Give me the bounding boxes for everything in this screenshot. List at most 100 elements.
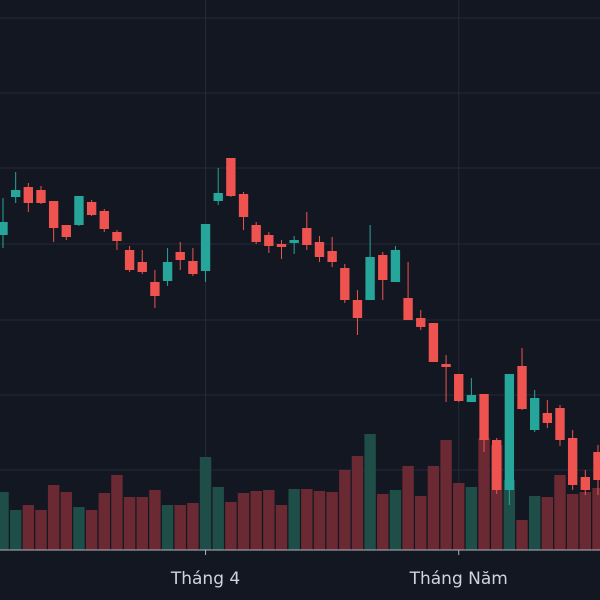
volume-bar — [123, 497, 136, 550]
candle-body — [340, 268, 350, 300]
volume-bar — [161, 505, 174, 550]
candle-body — [251, 225, 261, 242]
candle-body — [542, 413, 553, 423]
volume-bar — [389, 490, 402, 550]
candle-body — [23, 187, 34, 203]
candle-body — [137, 262, 147, 272]
candle-body — [466, 395, 477, 402]
volume-bar — [111, 475, 123, 550]
candle-body — [529, 398, 540, 430]
candle-body — [150, 282, 160, 296]
volume-bar — [440, 440, 452, 550]
volume-bar — [415, 496, 427, 550]
candle-body — [188, 261, 198, 274]
volume-bar — [377, 494, 389, 550]
candle-body — [416, 318, 426, 327]
volume-bar — [263, 490, 275, 550]
candle-body — [428, 323, 439, 362]
volume-bar — [491, 445, 503, 550]
volume-bar — [199, 457, 212, 550]
candle-body — [0, 222, 8, 235]
candle-body — [86, 202, 97, 215]
volume-bar — [237, 493, 250, 550]
candle-body — [365, 257, 375, 300]
volume-bar — [541, 497, 554, 550]
volume-bar — [174, 505, 186, 550]
volume-bar — [85, 510, 98, 550]
candle-body — [10, 190, 21, 197]
volume-bar — [554, 475, 566, 550]
volume-bar — [212, 487, 224, 550]
candle-body — [226, 158, 236, 196]
volume-bar — [301, 489, 313, 550]
candle-body — [112, 232, 122, 241]
candle-body — [276, 244, 287, 247]
volume-bar — [427, 466, 440, 550]
volume-bar — [275, 505, 288, 550]
candle-body — [314, 242, 325, 257]
candle-body — [454, 374, 464, 401]
volume-bar — [465, 487, 478, 550]
candle-body — [289, 240, 299, 243]
volume-bar — [73, 507, 85, 550]
volume-bar — [22, 505, 35, 550]
x-tick-label: Tháng 4 — [170, 569, 240, 589]
volume-bar — [250, 491, 262, 550]
volume-bar — [47, 485, 60, 550]
candle-body — [48, 201, 59, 228]
candle-body — [517, 366, 527, 409]
candle-body — [238, 194, 249, 217]
volume-bar — [339, 470, 351, 550]
volume-bar — [528, 496, 541, 550]
candle-body — [200, 224, 211, 271]
candle-body — [390, 250, 401, 282]
volume-bar — [402, 466, 414, 550]
candle-body — [504, 374, 515, 490]
volume-bar — [35, 510, 47, 550]
volume-bar — [364, 434, 376, 550]
volume-bar — [9, 510, 22, 550]
candle-body — [264, 235, 274, 246]
volume-bar — [516, 520, 528, 550]
volume-bar — [566, 494, 579, 550]
volume-bar — [478, 438, 490, 550]
candle-body — [327, 251, 337, 262]
volume-bar — [98, 493, 110, 550]
volume-bar — [0, 492, 9, 550]
candle-body — [175, 252, 185, 260]
candle-body — [580, 477, 590, 490]
candle-body — [441, 364, 451, 367]
candle-body — [36, 190, 46, 203]
candle-body — [61, 225, 71, 237]
candle-body — [162, 262, 173, 281]
candle-body — [492, 440, 502, 490]
candle-body — [593, 452, 600, 480]
candle-body — [479, 394, 489, 440]
volume-bar — [225, 502, 237, 550]
candle-body — [555, 408, 565, 440]
volume-bar — [60, 492, 72, 550]
candle-body — [124, 250, 135, 270]
candle-body — [567, 438, 578, 485]
candle-body — [352, 300, 363, 318]
volume-bar — [149, 490, 161, 550]
volume-bar — [326, 492, 338, 550]
candle-body — [213, 193, 223, 201]
candle-body — [378, 255, 388, 280]
x-tick-label: Tháng Năm — [409, 569, 508, 589]
volume-bar — [592, 488, 600, 550]
candle-body — [302, 228, 312, 245]
volume-bar — [136, 497, 148, 550]
volume-bar — [351, 456, 364, 550]
volume-bar — [453, 483, 465, 550]
volume-bar — [579, 492, 592, 550]
candle-body — [74, 196, 84, 225]
candle-body — [99, 211, 109, 229]
volume-bar — [288, 489, 300, 550]
volume-bar — [503, 480, 516, 550]
candle-body — [403, 298, 413, 320]
volume-bar — [187, 503, 199, 550]
volume-bar — [313, 491, 326, 550]
